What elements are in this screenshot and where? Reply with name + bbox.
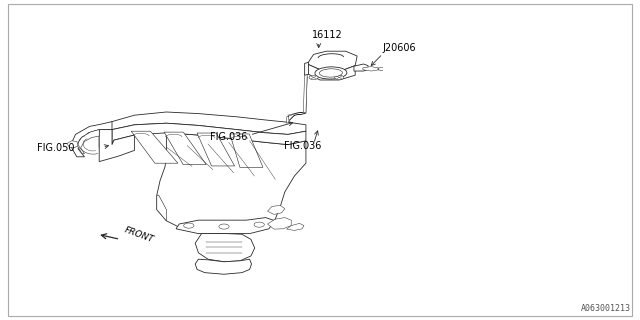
Polygon shape [195,234,255,262]
Polygon shape [354,64,368,71]
Text: J20606: J20606 [382,43,416,53]
Polygon shape [67,141,78,148]
Text: FIG.036: FIG.036 [210,132,247,142]
Ellipse shape [315,67,347,79]
Polygon shape [195,259,252,274]
Polygon shape [307,64,355,80]
Polygon shape [99,130,134,162]
Polygon shape [157,133,306,234]
Polygon shape [268,205,285,214]
Text: FRONT: FRONT [123,226,155,245]
Text: 16112: 16112 [312,30,343,40]
Polygon shape [197,133,235,166]
Text: FIG.036: FIG.036 [284,140,321,151]
Polygon shape [70,122,112,157]
Circle shape [219,224,229,229]
Polygon shape [176,218,275,234]
Polygon shape [230,134,263,167]
Ellipse shape [319,69,342,77]
Polygon shape [287,223,304,230]
Text: FIG.050: FIG.050 [37,143,75,153]
Polygon shape [99,112,306,136]
Polygon shape [112,123,306,145]
Polygon shape [287,74,307,122]
Polygon shape [307,51,357,71]
Polygon shape [99,130,112,150]
Polygon shape [305,62,308,75]
Polygon shape [131,131,178,163]
Polygon shape [77,130,99,154]
Polygon shape [363,67,379,71]
Circle shape [184,223,194,228]
Circle shape [254,222,264,227]
Polygon shape [287,74,307,123]
Polygon shape [157,195,166,221]
Text: A063001213: A063001213 [580,304,630,313]
Circle shape [335,75,344,80]
Circle shape [309,75,318,80]
Polygon shape [268,218,291,229]
Polygon shape [164,132,206,164]
